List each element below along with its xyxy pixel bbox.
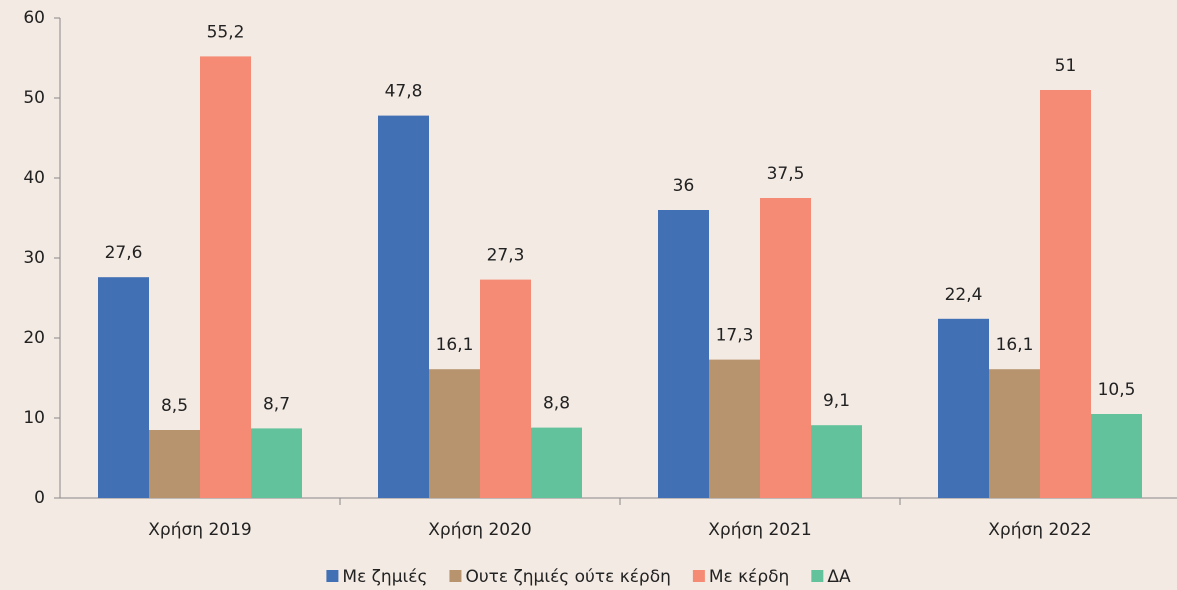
value-label: 8,7	[263, 394, 290, 414]
y-tick-label: 0	[34, 488, 45, 508]
bar	[658, 210, 709, 498]
value-label: 16,1	[996, 335, 1034, 355]
bar	[378, 115, 429, 498]
x-tick-label: Χρήση 2019	[148, 520, 251, 540]
legend-label: ΔΑ	[827, 567, 851, 587]
value-label: 37,5	[767, 164, 805, 184]
bar	[938, 318, 989, 498]
bar	[251, 428, 302, 498]
legend-swatch	[692, 570, 705, 582]
y-tick-label: 60	[23, 8, 45, 28]
value-label: 55,2	[207, 22, 245, 42]
legend-label: Με ζημιές	[342, 567, 427, 587]
x-tick-label: Χρήση 2020	[428, 520, 531, 540]
bar	[989, 369, 1040, 498]
y-tick-label: 40	[23, 168, 45, 188]
bar	[98, 277, 149, 498]
legend-swatch	[326, 570, 339, 582]
legend-label: Ουτε ζημιές ούτε κέρδη	[465, 567, 670, 587]
bar	[531, 427, 582, 498]
x-tick-label: Χρήση 2021	[708, 520, 811, 540]
legend-label: Με κέρδη	[709, 567, 789, 587]
value-label: 8,5	[161, 396, 188, 416]
value-label: 16,1	[436, 335, 474, 355]
y-tick-label: 10	[23, 408, 45, 428]
bar	[811, 425, 862, 498]
x-tick-label: Χρήση 2022	[988, 520, 1091, 540]
bar	[1040, 90, 1091, 498]
y-tick-label: 30	[23, 248, 45, 268]
value-label: 27,3	[487, 246, 525, 266]
bar	[709, 359, 760, 498]
bar	[429, 369, 480, 498]
value-label: 9,1	[823, 391, 850, 411]
y-tick-label: 20	[23, 328, 45, 348]
bar	[760, 198, 811, 498]
value-label: 17,3	[716, 326, 754, 346]
value-label: 10,5	[1098, 380, 1136, 400]
value-label: 22,4	[945, 285, 983, 305]
value-label: 8,8	[543, 394, 570, 414]
y-tick-label: 50	[23, 88, 45, 108]
bar	[480, 279, 531, 498]
bar	[1091, 414, 1142, 498]
legend-swatch	[811, 570, 824, 582]
value-label: 36	[673, 176, 695, 196]
value-label: 47,8	[385, 82, 423, 102]
value-label: 51	[1055, 56, 1077, 76]
legend-swatch	[449, 570, 462, 582]
bar	[200, 56, 251, 499]
value-label: 27,6	[105, 243, 143, 263]
bar	[149, 430, 200, 498]
